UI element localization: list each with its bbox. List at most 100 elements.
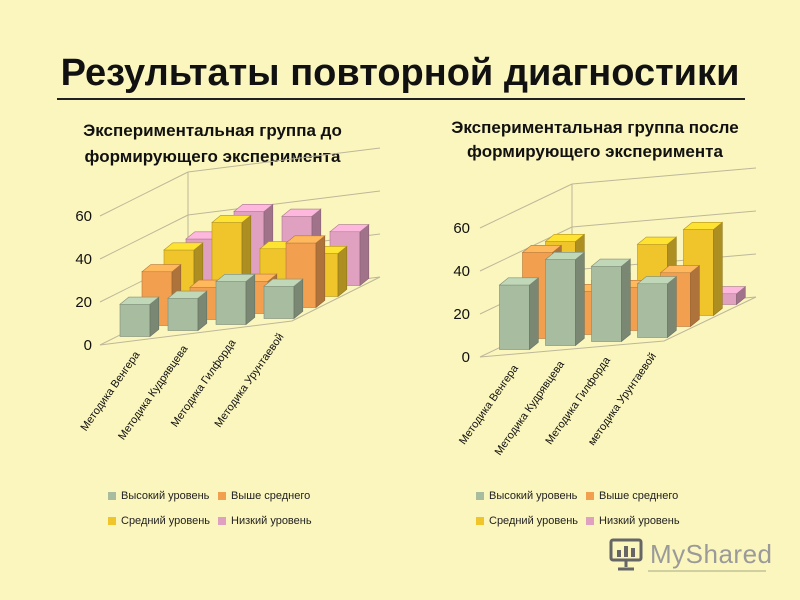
bar-side-face: [575, 251, 585, 347]
gridline-side: [99, 171, 189, 217]
legend-label-low: Низкий уровень: [231, 515, 312, 527]
bar-top-face: [544, 252, 586, 260]
y-tick-label: 0: [462, 349, 470, 366]
floor-edge: [99, 276, 381, 346]
bar-top-face: [636, 276, 678, 285]
legend-item-mid: Средний уровень: [476, 515, 578, 527]
bar-high-0: [119, 296, 160, 338]
title-underline: [57, 98, 745, 100]
legend-swatch-low: [586, 517, 595, 525]
y-tick-label: 60: [75, 208, 92, 225]
bar-top-face: [119, 296, 160, 305]
chart-title-after-line2: формирующего эксперимента: [467, 142, 723, 161]
bar-side-face: [359, 223, 370, 287]
legend-label-low: Низкий уровень: [599, 515, 680, 527]
bar-top-face: [498, 277, 540, 286]
bar-high-2: [215, 273, 256, 326]
legend-swatch-high: [476, 492, 484, 500]
y-tick-label: 40: [453, 263, 470, 280]
bar-top-face: [141, 264, 182, 273]
gridline-side: [479, 183, 573, 229]
bar-top-face: [285, 235, 326, 244]
legend-label-mid: Средний уровень: [121, 515, 211, 527]
bar-side-face: [621, 258, 631, 343]
legend-item-low: Низкий уровень: [586, 515, 680, 527]
legend-item-high: Высокий уровень: [476, 490, 578, 502]
gridline-back: [571, 210, 757, 228]
bar-side-face: [529, 277, 539, 351]
bar-front-face: [591, 265, 622, 342]
y-tick-label: 20: [75, 294, 92, 311]
y-tick-label: 0: [84, 337, 92, 354]
legend-swatch-high: [108, 492, 116, 500]
brand-underline: [648, 570, 766, 572]
legend-after: Высокий уровень Выше среднего Средний ур…: [476, 490, 680, 527]
bar-top-face: [167, 290, 208, 299]
bar-top-face: [211, 215, 252, 223]
bar-side-face: [337, 245, 348, 298]
bar-high-0: [498, 277, 540, 351]
bar-top-face: [329, 224, 370, 233]
chart-title-before-line1: Экспериментальная группа до: [83, 121, 342, 140]
bar-side-face: [315, 235, 326, 309]
bar-top-face: [521, 245, 563, 253]
y-tick-label: 60: [453, 220, 470, 237]
bar-front-face: [119, 303, 151, 337]
bar-high-2: [590, 258, 632, 343]
bar-high-3: [263, 278, 304, 320]
legend-label-high: Высокий уровень: [121, 490, 210, 502]
y-tick-label: 40: [75, 251, 92, 268]
bar-top-face: [215, 273, 256, 282]
bar-top-face: [636, 236, 678, 245]
gridline-back: [571, 167, 757, 185]
bar-high-1: [544, 251, 586, 347]
bar-top-face: [590, 258, 632, 267]
legend-before: Высокий уровень Выше среднего Средний ур…: [108, 490, 312, 527]
legend-label-high: Высокий уровень: [489, 490, 578, 502]
slide-title: Результаты повторной диагностики: [60, 52, 740, 94]
bar-side-face: [690, 264, 700, 328]
bar-side-face: [713, 221, 723, 317]
bar-top-face: [659, 265, 701, 274]
floor-edge: [479, 296, 757, 358]
bar-front-face: [545, 259, 576, 346]
chart-title-after: Экспериментальная группа после формирующ…: [415, 116, 775, 164]
legend-swatch-low: [218, 517, 227, 525]
y-tick-label: 20: [453, 306, 470, 323]
brand-logo: MyShared: [608, 536, 773, 572]
bar-top-face: [281, 208, 322, 217]
legend-item-mid: Средний уровень: [108, 515, 210, 527]
legend-label-above: Выше среднего: [599, 490, 679, 502]
legend-swatch-mid: [108, 517, 116, 525]
bar-front-face: [499, 284, 530, 350]
bar-top-face: [682, 222, 724, 230]
chart-title-after-line1: Экспериментальная группа после: [451, 118, 739, 137]
legend-item-high: Высокий уровень: [108, 490, 210, 502]
bar-front-face: [263, 285, 295, 319]
bar-top-face: [263, 278, 304, 287]
bar-top-face: [544, 234, 586, 242]
gridline-side: [99, 214, 189, 260]
bar-high-3: [636, 275, 678, 339]
bar-top-face: [163, 242, 204, 251]
bar-top-face: [233, 204, 274, 212]
bar-high-1: [167, 290, 208, 332]
legend-item-above: Выше среднего: [218, 490, 312, 502]
bar-side-face: [245, 273, 256, 326]
brand-name: MyShared: [650, 538, 773, 569]
legend-item-above: Выше среднего: [586, 490, 680, 502]
legend-item-low: Низкий уровень: [218, 515, 312, 527]
bar-side-face: [667, 275, 677, 339]
legend-swatch-above: [218, 492, 227, 500]
legend-label-mid: Средний уровень: [489, 515, 579, 527]
bar-front-face: [215, 281, 247, 325]
legend-swatch-above: [586, 492, 595, 500]
bar-front-face: [637, 283, 668, 338]
legend-swatch-mid: [476, 517, 484, 525]
legend-label-above: Выше среднего: [231, 490, 311, 502]
gridline-back: [187, 147, 381, 173]
bar-front-face: [167, 297, 199, 331]
